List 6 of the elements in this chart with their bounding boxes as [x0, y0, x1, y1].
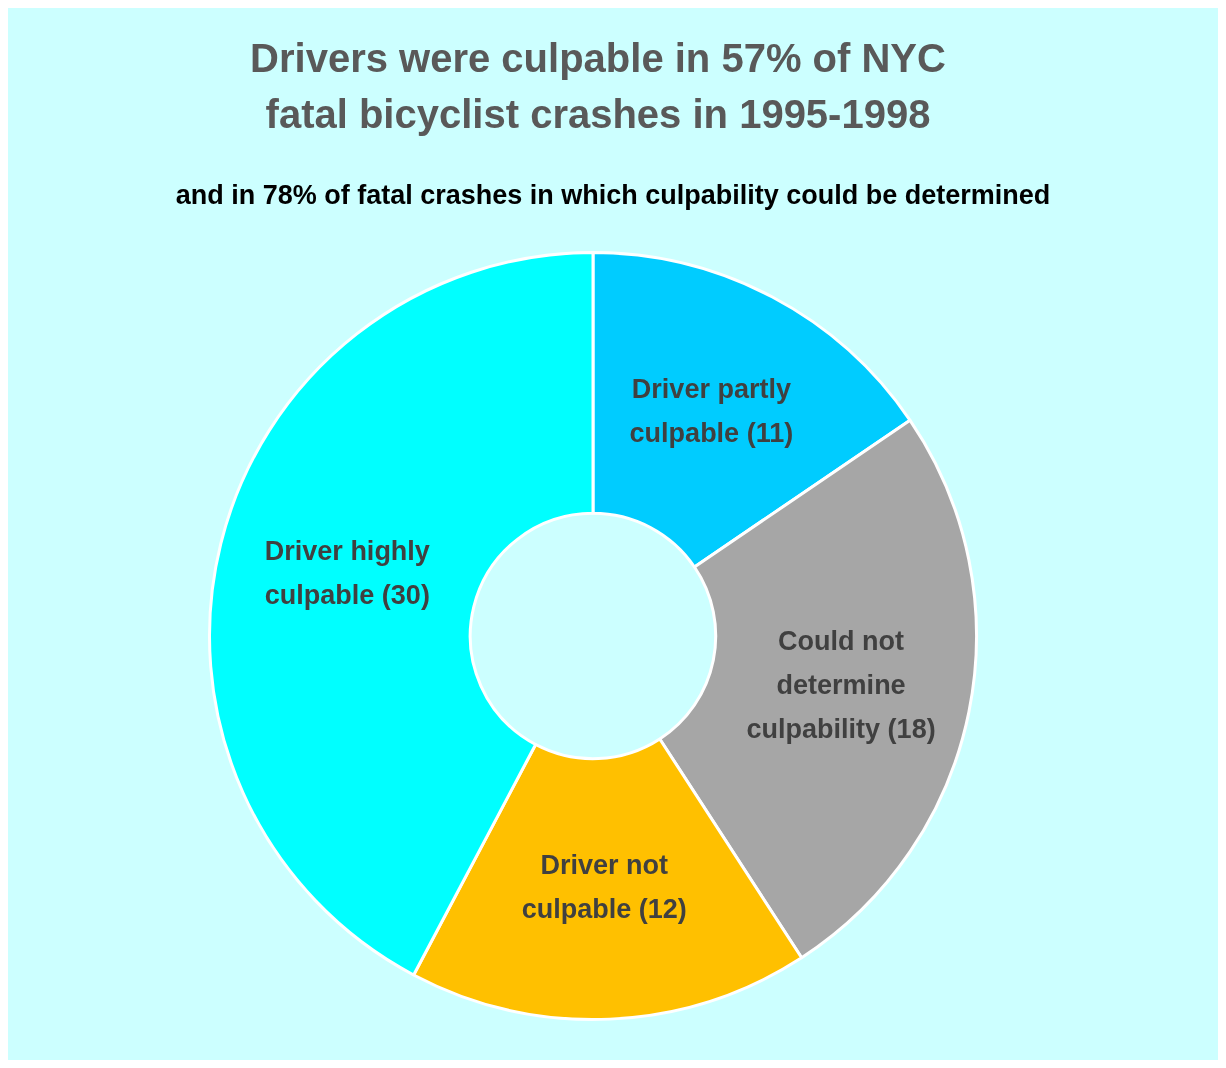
slice-label: Could not determine culpability (18): [746, 625, 936, 744]
slice-label: Driver highly culpable (30): [264, 536, 430, 611]
chart-subtitle: and in 78% of fatal crashes in which culpability could be determined: [174, 180, 1052, 211]
slice-label: Driver not culpable (12): [521, 850, 687, 925]
chart-title: Drivers were culpable in 57% of NYC fatal bicyclist crashes in 1995-1998: [249, 35, 947, 138]
slice-label: Driver partly culpable (11): [629, 373, 794, 448]
